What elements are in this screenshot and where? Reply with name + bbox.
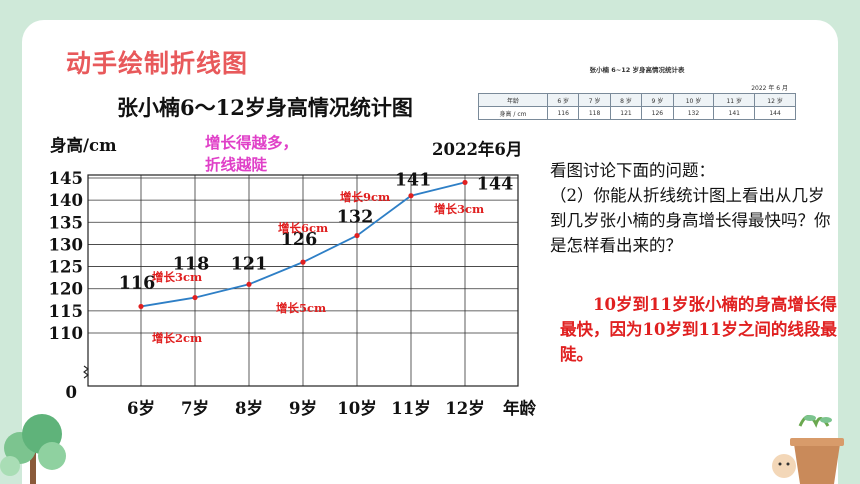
question-heading: 看图讨论下面的问题： <box>550 161 715 180</box>
y-tick-label: 0 <box>66 383 77 402</box>
axis-break-icon <box>83 365 89 379</box>
data-label: 118 <box>173 255 210 275</box>
chart-note: 折线越陡 <box>205 155 268 174</box>
x-tick-label: 12岁 <box>445 398 484 418</box>
y-tick-label: 130 <box>49 235 83 254</box>
x-tick-label: 11岁 <box>391 398 430 418</box>
data-label: 132 <box>337 208 374 228</box>
x-tick-label: 8岁 <box>235 398 263 418</box>
y-tick-label: 110 <box>49 324 83 343</box>
chart-date: 2022年6月 <box>432 139 522 159</box>
answer-text: 10岁到11岁张小楠的身高增长得最快，因为10岁到11岁之间的线段最陡。 <box>560 295 837 364</box>
y-tick-label: 120 <box>49 280 83 299</box>
table-row: 身高 / cm 116 118 121 126 132 141 144 <box>478 106 796 120</box>
x-tick-label: 7岁 <box>181 398 209 418</box>
chart-note: 增长得越多， <box>205 133 298 152</box>
y-tick-label: 140 <box>49 191 83 210</box>
plant-pot-decoration-icon <box>772 415 844 484</box>
data-label: 121 <box>231 254 268 274</box>
question-text: （2）你能从折线统计图上看出从几岁到几岁张小楠的身高增长得最快吗？你是怎样看出来… <box>550 186 831 255</box>
table-header-cell: 8 岁 <box>609 93 643 107</box>
increment-label: 增长3cm <box>152 270 202 284</box>
table-header-cell: 12 岁 <box>754 93 796 107</box>
table-cell: 144 <box>754 106 796 120</box>
table-cell: 118 <box>578 106 611 120</box>
table-header-cell: 10 岁 <box>672 93 715 107</box>
reference-table-date: 2022 年 6 月 <box>751 85 788 92</box>
data-label: 116 <box>119 273 156 293</box>
data-label: 144 <box>477 174 514 194</box>
chart-title: 张小楠6～12岁身高情况统计图 <box>117 95 413 120</box>
table-cell: 126 <box>641 106 674 120</box>
data-point <box>138 303 144 310</box>
reference-table: 张小楠 6~12 岁身高情况统计表 2022 年 6 月 年龄 6 岁 7 岁 … <box>478 64 796 120</box>
reference-table-grid: 年龄 6 岁 7 岁 8 岁 9 岁 10 岁 11 岁 12 岁 身高 / c… <box>478 93 796 120</box>
data-label: 126 <box>281 230 318 250</box>
increment-label: 增长5cm <box>276 301 326 315</box>
reference-table-caption: 张小楠 6~12 岁身高情况统计表 <box>589 66 685 74</box>
data-point <box>192 294 198 301</box>
y-tick-label: 115 <box>49 302 83 321</box>
x-tick-label: 6岁 <box>127 398 155 418</box>
table-header-cell: 6 岁 <box>546 93 580 107</box>
data-label: 141 <box>395 171 432 191</box>
increment-label: 增长9cm <box>340 190 390 204</box>
y-tick-label: 145 <box>49 169 83 188</box>
increment-label: 增长6cm <box>278 221 328 235</box>
x-tick-label: 9岁 <box>289 398 317 418</box>
table-header-row: 年龄 6 岁 7 岁 8 岁 9 岁 10 岁 11 岁 12 岁 <box>478 93 796 107</box>
table-header-cell: 年龄 <box>478 93 548 107</box>
data-point <box>408 193 414 199</box>
table-row-label: 身高 / cm <box>478 106 548 120</box>
slide-title: 动手绘制折线图 <box>66 49 249 78</box>
y-axis-title: 身高/cm <box>50 135 117 155</box>
increment-label: 增长2cm <box>152 331 202 345</box>
data-point <box>246 281 252 287</box>
data-point <box>462 179 468 186</box>
tree-decoration-icon <box>0 414 66 484</box>
data-point <box>354 232 360 239</box>
x-axis-title: 年龄 <box>503 398 537 418</box>
y-tick-label: 135 <box>49 213 83 232</box>
y-tick-label: 125 <box>49 258 83 277</box>
x-tick-label: 10岁 <box>337 398 376 418</box>
table-header-cell: 11 岁 <box>713 93 756 107</box>
increment-label: 增长3cm <box>434 202 484 216</box>
plot-frame <box>87 174 519 387</box>
data-point <box>300 259 306 265</box>
